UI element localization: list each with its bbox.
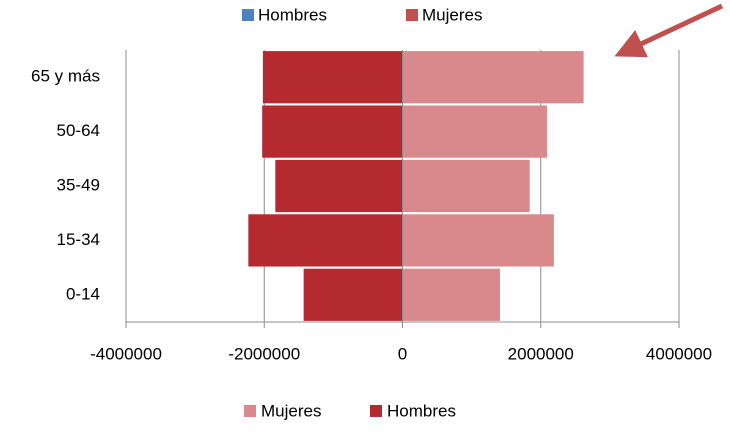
bar	[262, 51, 403, 104]
legend-label: Mujeres	[261, 401, 321, 420]
y-tick-label: 15-34	[57, 230, 100, 249]
legend-swatch	[244, 405, 256, 417]
x-tick-label: 0	[398, 344, 407, 363]
bar	[402, 214, 554, 267]
legend-label: Hombres	[387, 401, 456, 420]
x-tick-label: 4000000	[646, 344, 712, 363]
y-tick-label: 65 y más	[31, 67, 100, 86]
bar	[402, 51, 584, 104]
bar	[248, 214, 403, 267]
bar	[303, 268, 403, 321]
x-tick-label: -2000000	[228, 344, 300, 363]
arrow	[614, 3, 724, 58]
y-tick-label: 0-14	[66, 284, 100, 303]
bar	[402, 105, 547, 158]
bar	[402, 268, 500, 321]
y-tick-label: 50-64	[57, 121, 100, 140]
bar	[262, 105, 403, 158]
x-tick-label: 2000000	[508, 344, 574, 363]
bar	[402, 159, 530, 213]
legend-label: Hombres	[258, 5, 327, 24]
legend-swatch	[242, 9, 254, 21]
legend-swatch	[406, 9, 418, 21]
legend-label: Mujeres	[422, 5, 482, 24]
x-tick-label: -4000000	[90, 344, 162, 363]
bar	[275, 159, 403, 213]
y-tick-label: 35-49	[57, 175, 100, 194]
legend-swatch	[370, 405, 382, 417]
